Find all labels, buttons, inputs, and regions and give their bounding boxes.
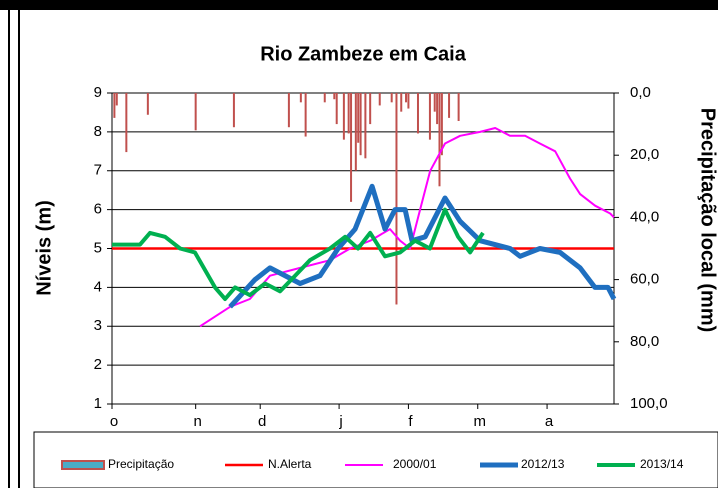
series-line bbox=[112, 207, 485, 301]
precip-bar bbox=[299, 93, 302, 103]
legend-box bbox=[33, 431, 718, 488]
y-tick-label: 7 bbox=[94, 162, 102, 179]
precip-bar bbox=[113, 93, 116, 118]
precip-bar bbox=[400, 93, 403, 112]
precip-bar bbox=[395, 93, 398, 305]
legend-swatch bbox=[61, 460, 105, 470]
series-line bbox=[228, 183, 617, 309]
precip-bar bbox=[369, 93, 372, 125]
legend-label: 2000/01 bbox=[393, 457, 437, 471]
y-tick-label: 6 bbox=[94, 201, 102, 218]
chart-title: Rio Zambeze em Caia bbox=[260, 43, 467, 65]
y-tick-label: 8 bbox=[94, 123, 102, 140]
x-tick-label: o bbox=[110, 413, 118, 430]
precip-bar bbox=[335, 93, 338, 125]
x-tick-label: n bbox=[193, 413, 201, 430]
x-tick-label: a bbox=[545, 413, 554, 430]
y2-tick-label: 0,0 bbox=[630, 84, 651, 101]
precip-bar bbox=[357, 93, 360, 143]
precip-bar bbox=[438, 93, 441, 187]
precip-bar bbox=[342, 93, 345, 140]
legend-label: 2012/13 bbox=[521, 457, 565, 471]
precip-bar bbox=[364, 93, 367, 159]
y2-tick-label: 60,0 bbox=[630, 271, 659, 288]
legend-label: Precipitação bbox=[108, 457, 174, 471]
legend-label: N.Alerta bbox=[268, 457, 312, 471]
precip-bar bbox=[347, 93, 350, 134]
x-tick-label: m bbox=[473, 413, 486, 430]
precip-bar bbox=[232, 93, 235, 128]
y2-axis-label: Precipitação local (mm) bbox=[697, 108, 718, 333]
y2-tick-label: 80,0 bbox=[630, 333, 659, 350]
top-bar bbox=[0, 0, 718, 10]
precip-bar bbox=[115, 93, 118, 106]
precip-bar bbox=[448, 93, 451, 118]
precip-bar bbox=[436, 93, 439, 125]
y-tick-label: 9 bbox=[94, 84, 102, 101]
precip-bar bbox=[433, 93, 436, 112]
y-axis-label: Níveis (m) bbox=[33, 200, 55, 296]
x-tick-label: f bbox=[408, 413, 413, 430]
precip-bar bbox=[333, 93, 336, 100]
precip-bar bbox=[125, 93, 128, 153]
x-tick-label: d bbox=[258, 413, 266, 430]
precip-bar bbox=[390, 93, 393, 103]
precip-bar bbox=[378, 93, 381, 106]
x-tick-label: j bbox=[338, 413, 342, 430]
precip-bar bbox=[287, 93, 290, 128]
y-tick-label: 3 bbox=[94, 317, 102, 334]
precip-bar bbox=[146, 93, 149, 115]
precip-bar bbox=[405, 93, 408, 103]
y-tick-label: 1 bbox=[94, 395, 102, 412]
precip-bar bbox=[416, 93, 419, 134]
precip-bar bbox=[359, 93, 362, 156]
y-tick-label: 5 bbox=[94, 239, 102, 256]
y2-tick-label: 100,0 bbox=[630, 395, 668, 412]
legend-label: 2013/14 bbox=[640, 457, 684, 471]
y2-tick-label: 20,0 bbox=[630, 146, 659, 163]
precip-bar bbox=[304, 93, 307, 137]
precip-bar bbox=[457, 93, 460, 121]
precip-bar bbox=[440, 93, 443, 156]
precip-bar bbox=[428, 93, 431, 140]
precip-bar bbox=[354, 93, 357, 171]
precip-bar bbox=[194, 93, 197, 131]
y2-tick-label: 40,0 bbox=[630, 208, 659, 225]
precip-bar bbox=[350, 93, 353, 202]
y-tick-label: 2 bbox=[94, 356, 102, 373]
y-tick-label: 4 bbox=[94, 278, 102, 295]
precip-bar bbox=[407, 93, 410, 109]
precip-bar bbox=[323, 93, 326, 103]
